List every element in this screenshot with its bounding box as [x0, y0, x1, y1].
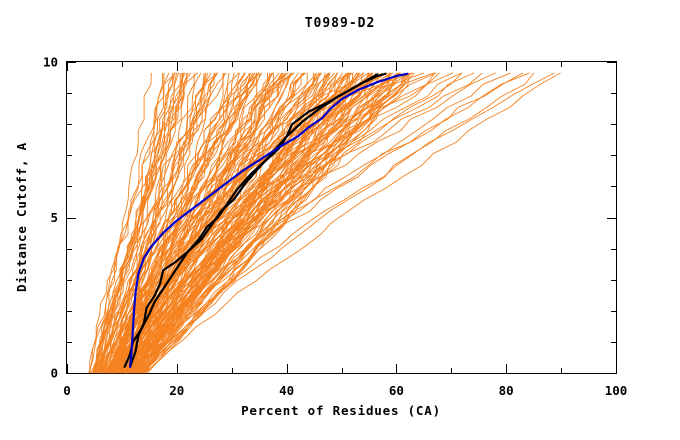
plot-frame [65, 60, 618, 375]
highlight-curve-reference-blue [129, 72, 409, 368]
ensemble-outlier-curve [145, 72, 535, 374]
ensemble-curve [127, 72, 331, 374]
ensemble-outlier-curve [144, 72, 524, 374]
x-tick-label: 40 [279, 383, 294, 398]
ensemble-curve [142, 72, 391, 374]
ensemble-curve [111, 72, 254, 374]
ensemble-curve [125, 72, 360, 374]
ensemble-curve [110, 72, 295, 374]
y-axis-title: Distance Cutoff, A [14, 142, 29, 292]
ensemble-curve [97, 72, 183, 374]
ensemble-curve [89, 72, 212, 374]
ensemble-curve [117, 72, 318, 374]
y-tick-label: 0 [50, 366, 58, 381]
ensemble-curve [141, 72, 406, 374]
ensemble-curve [106, 72, 274, 374]
ensemble-steep-curve [97, 72, 163, 374]
ensemble-curve [144, 72, 406, 374]
ensemble-steep-curve [101, 72, 186, 374]
ensemble-outlier-curve [132, 72, 462, 374]
x-tick-label: 60 [389, 383, 404, 398]
ensemble-outlier-curve [123, 72, 413, 373]
ensemble-outlier-curve [147, 72, 561, 374]
ensemble-curve [100, 72, 199, 374]
ensemble-outlier-curve [114, 72, 434, 374]
series-ensemble-orange [88, 72, 561, 374]
x-tick-label: 20 [169, 383, 184, 398]
y-tick-label: 5 [50, 210, 58, 225]
ensemble-curve [143, 72, 406, 374]
ensemble-curve [112, 72, 286, 374]
x-tick-label: 80 [499, 383, 514, 398]
ensemble-curve [93, 72, 227, 374]
ensemble-curve [136, 72, 370, 374]
ensemble-steep-curve [93, 72, 170, 374]
highlight-curve-reference-black-2 [129, 72, 387, 368]
ensemble-curve [128, 72, 359, 374]
ensemble-outlier-curve [121, 72, 454, 374]
ensemble-curve [93, 72, 185, 374]
y-tick-label: 10 [43, 55, 58, 70]
x-tick-label: 0 [63, 383, 71, 398]
ensemble-outlier-curve [133, 72, 496, 374]
ensemble-curve [95, 72, 202, 374]
x-axis-title: Percent of Residues (CA) [241, 403, 441, 418]
x-axis-tick-labels: 0 20 40 60 80 100 [63, 383, 627, 398]
chart-title: T0989-D2 [304, 16, 376, 31]
ensemble-steep-curve [101, 72, 180, 374]
y-axis-ticks [67, 61, 616, 375]
ensemble-steep-curve [104, 72, 195, 374]
ensemble-outlier-curve [138, 72, 555, 374]
ensemble-curve [98, 72, 225, 374]
ensemble-curve [94, 72, 240, 374]
ensemble-outlier-curve [137, 72, 437, 374]
ensemble-outlier-curve [139, 72, 475, 374]
ensemble-curve [100, 72, 207, 374]
ensemble-curve [104, 72, 251, 374]
y-axis-tick-labels: 0 5 10 [43, 55, 58, 381]
series-highlight-curves [123, 72, 409, 368]
x-tick-label: 100 [605, 383, 628, 398]
ensemble-curve [139, 72, 412, 374]
ensemble-curve [88, 72, 165, 374]
